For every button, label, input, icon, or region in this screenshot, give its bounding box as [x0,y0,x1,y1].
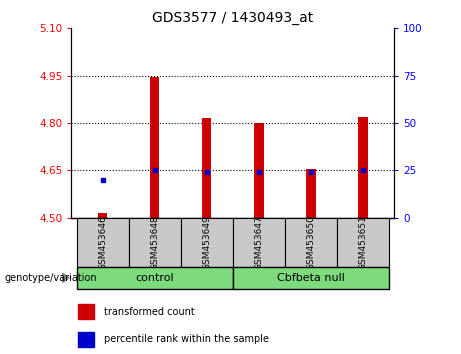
Bar [77,218,129,267]
Text: Cbfbeta null: Cbfbeta null [277,273,345,283]
Text: GSM453649: GSM453649 [202,215,211,270]
Bar [337,218,389,267]
Text: GSM453648: GSM453648 [150,215,159,270]
Bar [202,118,212,218]
Bar [98,213,107,218]
Text: genotype/variation: genotype/variation [5,273,97,283]
Text: transformed count: transformed count [104,307,195,317]
Bar [181,218,233,267]
Text: GSM453646: GSM453646 [98,215,107,270]
Bar [233,267,389,289]
Text: control: control [136,273,174,283]
Text: GSM453650: GSM453650 [307,215,315,270]
Bar [150,77,160,218]
Bar [254,123,264,218]
Text: GSM453647: GSM453647 [254,215,263,270]
Bar [285,218,337,267]
Polygon shape [63,273,69,282]
Bar [129,218,181,267]
Text: GSM453651: GSM453651 [358,215,367,270]
Title: GDS3577 / 1430493_at: GDS3577 / 1430493_at [152,11,313,24]
Text: percentile rank within the sample: percentile rank within the sample [104,335,269,344]
Bar [78,332,94,347]
Bar [233,218,285,267]
Bar [77,267,233,289]
Bar [306,169,316,218]
Bar [358,117,367,218]
Bar [78,304,94,319]
